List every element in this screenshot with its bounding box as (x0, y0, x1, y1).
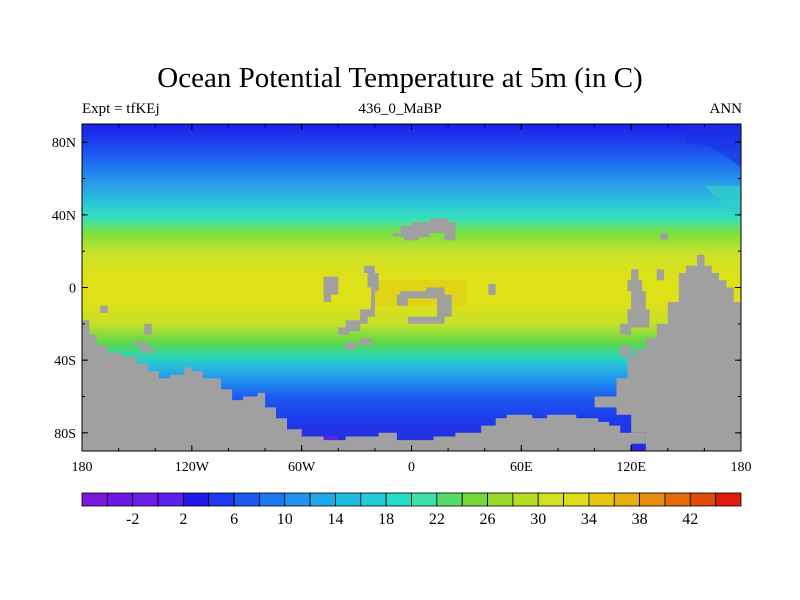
colorbar-label: 38 (632, 511, 648, 528)
colorbar-label: 42 (682, 511, 698, 528)
north-pacific-teal-patch (704, 185, 741, 215)
colorbar-swatch (487, 492, 514, 507)
land-mass (82, 447, 201, 451)
colorbar-swatch (106, 492, 134, 507)
colorbar-swatch (309, 492, 336, 507)
colorbar-swatch (360, 492, 387, 507)
x-tick-label: 0 (408, 460, 415, 475)
land-mass (396, 287, 452, 324)
x-tick-label: 180 (72, 460, 93, 475)
colorbar-swatch (715, 492, 742, 507)
experiment-label: Expt = tfKEj (82, 101, 160, 117)
colorbar-swatch (461, 492, 488, 507)
x-tick-label: 120E (616, 460, 646, 475)
longitude-axis: 180 120W 60W 0 60E 120E 180 (72, 124, 752, 475)
colorbar-label: 26 (480, 511, 496, 528)
colorbar-swatch (385, 492, 412, 507)
land-mass (144, 323, 152, 335)
x-tick-label: 60W (288, 460, 316, 475)
colorbar-swatch (411, 492, 438, 507)
land-mass (345, 342, 357, 350)
x-tick-label: 120W (175, 460, 210, 475)
land-mass (100, 305, 108, 313)
colorbar-label: -2 (126, 511, 139, 528)
x-tick-label: 60E (510, 460, 533, 475)
colorbar-swatch (157, 492, 184, 507)
colorbar-swatch (284, 492, 311, 507)
season-label: ANN (709, 101, 743, 117)
colorbar-swatch (233, 492, 260, 507)
colorbar-label: 30 (530, 511, 546, 528)
colorbar-label: 34 (581, 511, 597, 528)
colorbar-swatch (182, 492, 210, 507)
land-mass (656, 269, 665, 281)
colorbar-swatch (81, 492, 108, 507)
colorbar-swatch (664, 492, 691, 507)
land-mass (620, 345, 632, 357)
x-tick-label: 180 (731, 460, 752, 475)
land-mass (184, 367, 192, 375)
colorbar-label: 14 (327, 511, 343, 528)
land-mass (660, 233, 668, 241)
land-mass (488, 283, 496, 295)
colorbar-swatch (208, 492, 235, 507)
colorbar-swatch (537, 492, 564, 507)
map-title: Ocean Potential Temperature at 5m (in C) (157, 62, 643, 94)
colorbar-swatch (639, 492, 666, 507)
land-mass (338, 265, 379, 335)
colorbar-swatch (563, 492, 590, 507)
land-mass (82, 320, 646, 451)
land-mass (360, 338, 372, 346)
colorbar-swatch (259, 492, 286, 507)
land-mass (393, 218, 456, 241)
time-label: 436_0_MaBP (358, 101, 442, 117)
land-mass (594, 254, 741, 451)
colorbar-label: 2 (179, 511, 187, 528)
colorbar-swatch (512, 492, 539, 507)
colorbar-label: 18 (378, 511, 394, 528)
colorbar-swatch (436, 492, 463, 507)
colorbar-swatch (588, 492, 615, 507)
colorbar-swatch (132, 492, 159, 507)
y-tick-label: 40S (54, 354, 76, 369)
colorbar-label: 22 (429, 511, 445, 528)
colorbar-label: 6 (230, 511, 238, 528)
colorbar-label: 10 (277, 511, 293, 528)
land-mass (323, 276, 339, 302)
y-tick-label: 80N (52, 136, 76, 151)
land-mass (133, 342, 156, 353)
y-tick-label: 40N (52, 209, 76, 224)
north-pacific-cold-patch (686, 124, 741, 168)
land-mass (620, 269, 650, 335)
map-plot-area (81, 123, 742, 452)
latitude-axis: 80N 40N 0 40S 80S (52, 136, 741, 442)
y-tick-label: 0 (69, 282, 76, 297)
colorbar-swatch (613, 492, 641, 507)
y-tick-label: 80S (54, 427, 76, 442)
colorbar-swatch (689, 492, 717, 507)
colorbar-swatch (335, 492, 362, 507)
colorbar: -2 2 6 10 14 18 22 26 30 34 38 42 (81, 492, 742, 528)
